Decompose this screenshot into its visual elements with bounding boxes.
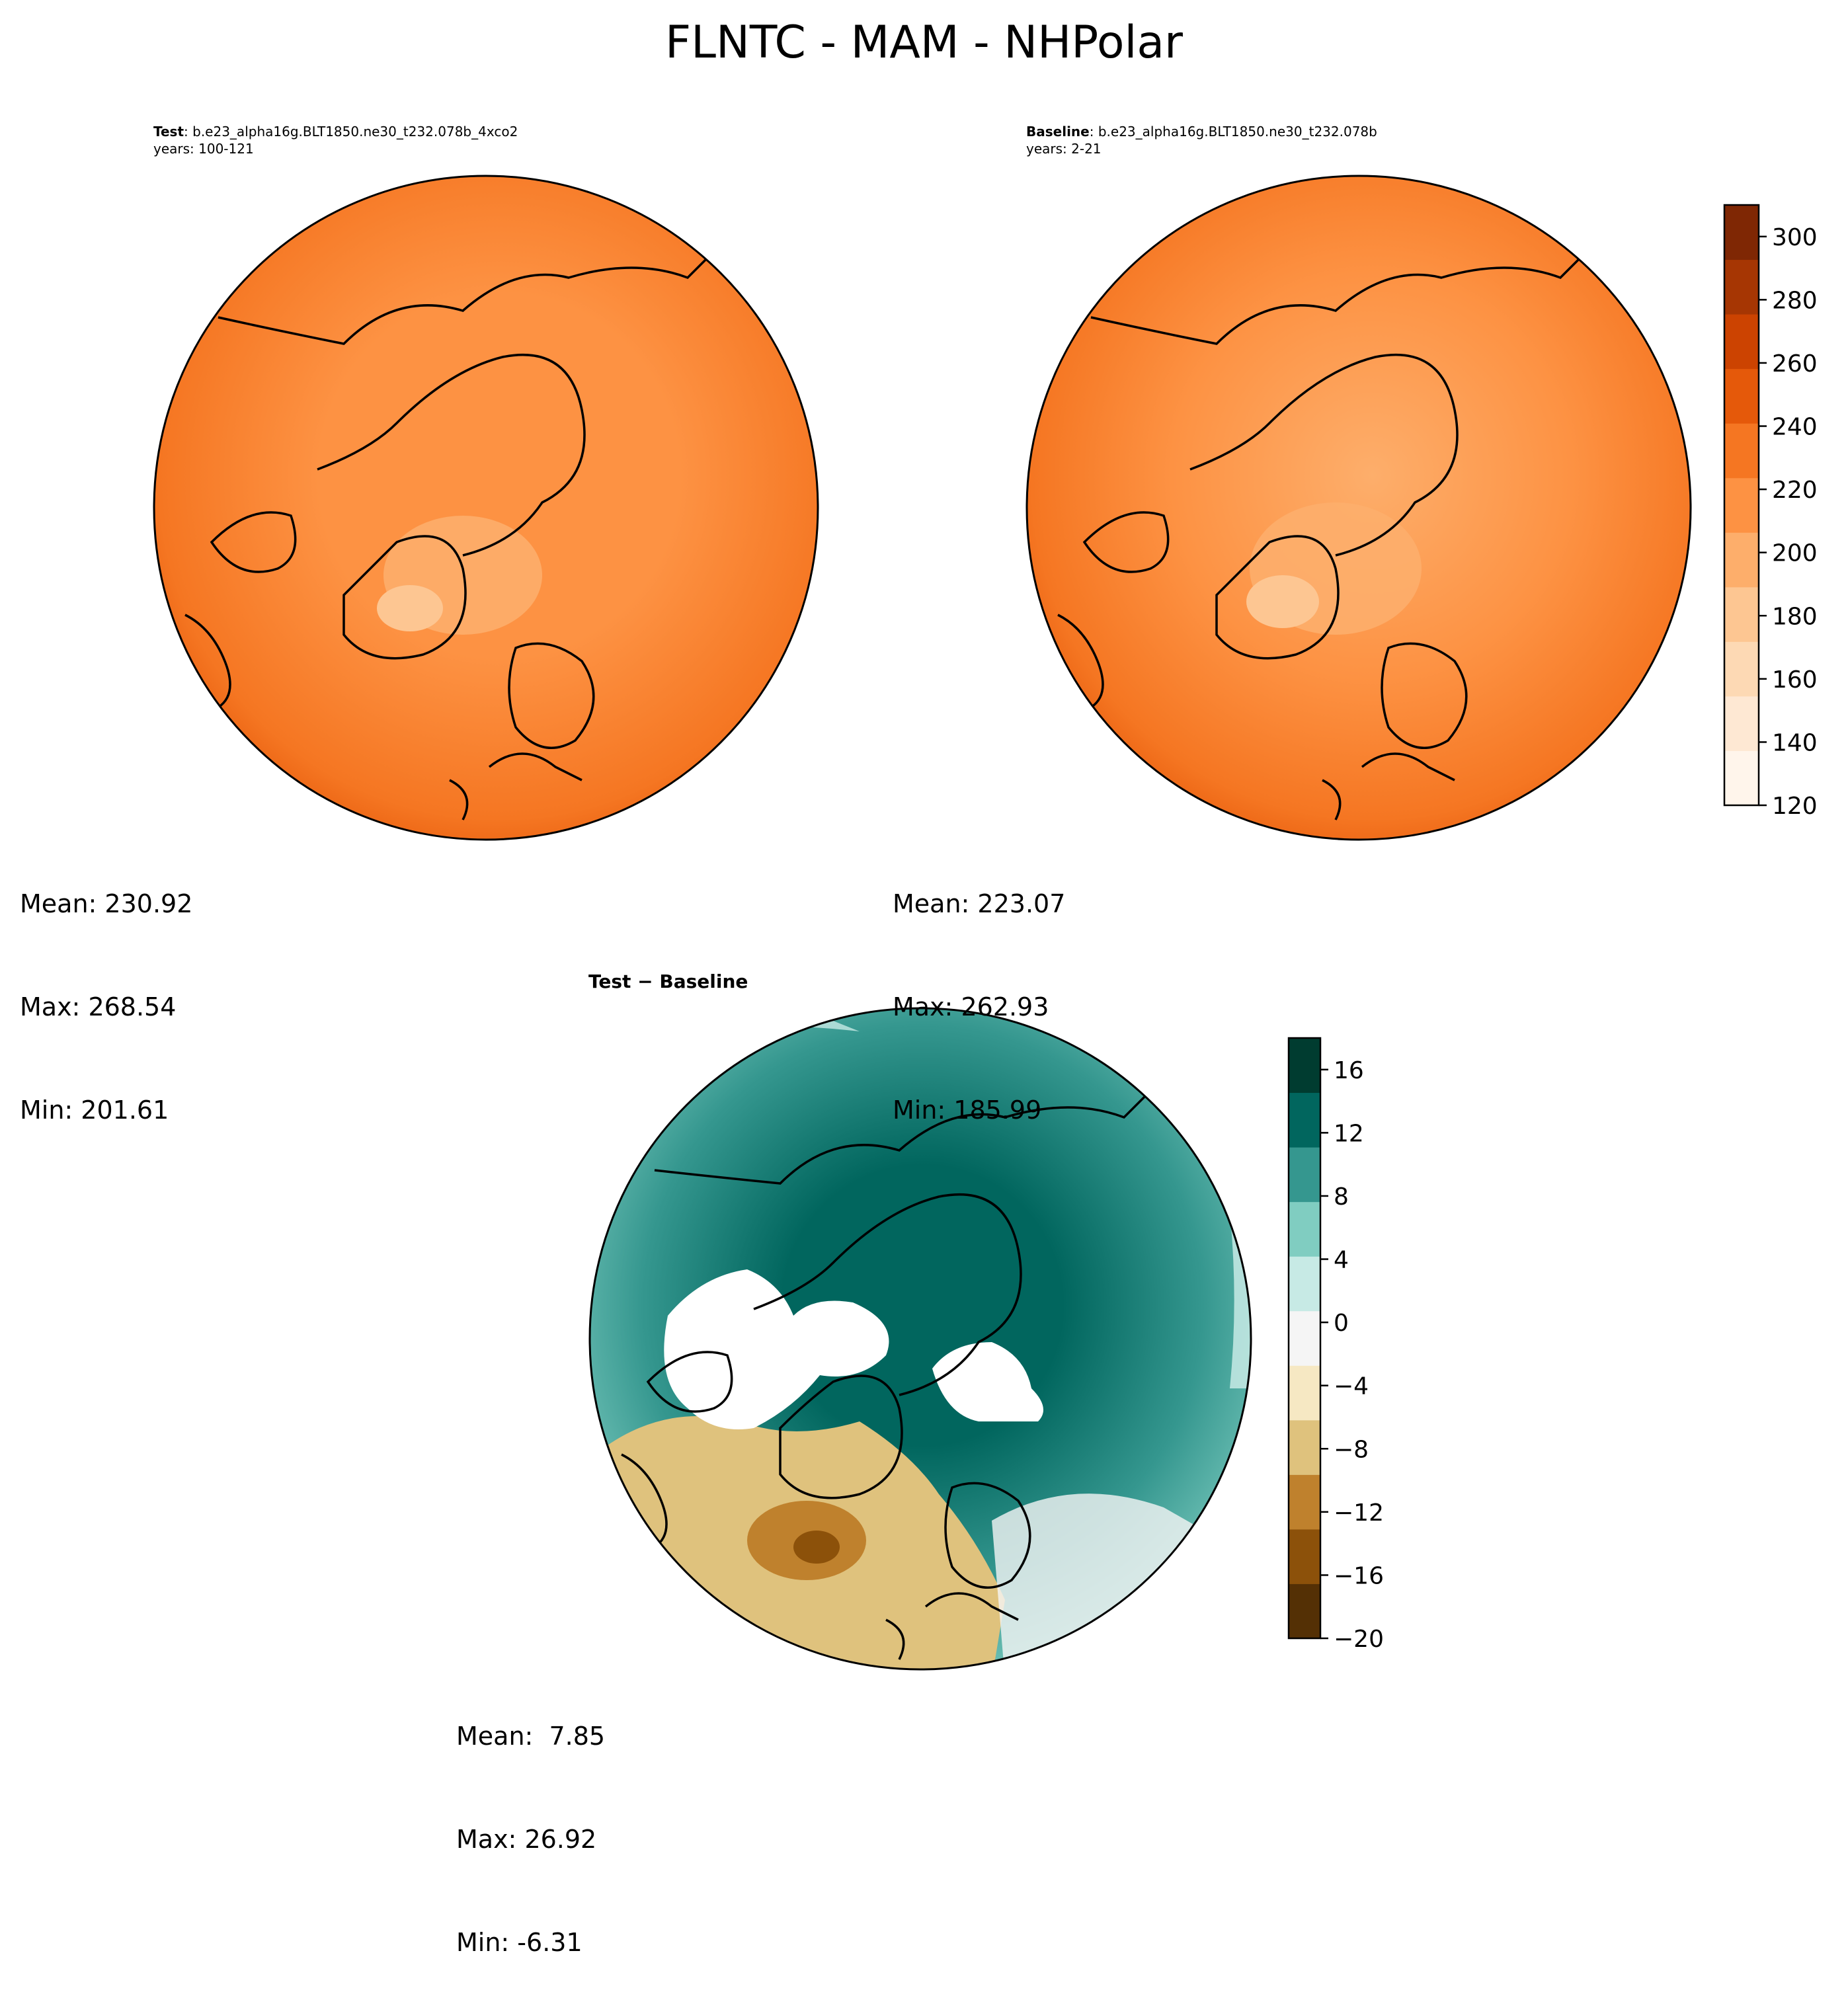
- test-greenland-min: [377, 585, 443, 631]
- diff-colorbar-tick-label: 4: [1334, 1247, 1349, 1274]
- baseline-case-name: b.e23_alpha16g.BLT1850.ne30_t232.078b: [1098, 124, 1377, 140]
- main-colorbar-tick-label: 180: [1772, 603, 1818, 630]
- baseline-label: Baseline: [1026, 124, 1090, 140]
- test-case-name: b.e23_alpha16g.BLT1850.ne30_t232.078b_4x…: [192, 124, 518, 140]
- diff-colorbar-tick-label: −20: [1334, 1626, 1384, 1653]
- main-colorbar-segment: [1724, 696, 1759, 751]
- diff-colorbar-segment: [1289, 1092, 1320, 1148]
- test-mean: Mean: 230.92: [20, 889, 193, 918]
- main-colorbar-frame: [1723, 204, 1760, 807]
- diff-max: Max: 26.92: [456, 1825, 597, 1854]
- diff-negative-min: [793, 1531, 840, 1564]
- diff-stats: Mean: 7.85 Max: 26.92 Min: -6.31: [456, 1650, 605, 1994]
- test-max: Max: 268.54: [20, 992, 177, 1021]
- diff-colorbar-segment: [1289, 1147, 1320, 1203]
- main-colorbar-segment: [1724, 641, 1759, 697]
- baseline-greenland-min: [1246, 575, 1319, 628]
- diff-colorbar-segment: [1289, 1038, 1320, 1094]
- test-panel-header: Test: b.e23_alpha16g.BLT1850.ne30_t232.0…: [153, 124, 518, 157]
- test-label: Test: [153, 124, 184, 140]
- diff-colorbar-tick-label: −12: [1334, 1499, 1384, 1527]
- baseline-years: years: 2-21: [1026, 141, 1102, 157]
- diff-colorbar-tick-label: 0: [1334, 1310, 1349, 1337]
- figure-title: FLNTC - MAM - NHPolar: [665, 17, 1183, 69]
- main-colorbar: 120 140 160 180 200 220 240 260 280 300: [1723, 204, 1818, 820]
- diff-colorbar-segment: [1289, 1310, 1320, 1366]
- diff-colorbar-segment: [1289, 1256, 1320, 1312]
- test-coastlines: [184, 250, 715, 820]
- diff-missing-data-canada: [664, 1269, 889, 1429]
- baseline-panel-header: Baseline: b.e23_alpha16g.BLT1850.ne30_t2…: [1026, 124, 1377, 157]
- diff-coastlines: [621, 1090, 1152, 1660]
- diff-neutral-region: [992, 1494, 1251, 1669]
- baseline-max: Max: 262.93: [893, 992, 1049, 1021]
- diff-colorbar-frame: [1287, 1037, 1322, 1640]
- main-colorbar-segment: [1724, 750, 1759, 806]
- baseline-min: Min: 185.99: [893, 1096, 1042, 1125]
- main-colorbar-tick-label: 220: [1772, 477, 1818, 504]
- main-colorbar-tick-label: 260: [1772, 350, 1818, 378]
- diff-colorbar-tick-label: −4: [1334, 1373, 1369, 1400]
- main-colorbar-tick-label: 120: [1772, 793, 1818, 820]
- test-stats: Mean: 230.92 Max: 268.54 Min: 201.61: [20, 818, 192, 1162]
- main-colorbar-segment: [1724, 477, 1759, 533]
- baseline-polar-map: [1025, 175, 1692, 841]
- diff-colorbar-segment: [1289, 1583, 1320, 1639]
- diff-colorbar-tick-label: 16: [1334, 1057, 1364, 1084]
- diff-mean: Mean: 7.85: [456, 1722, 606, 1751]
- main-colorbar-segment: [1724, 205, 1759, 260]
- main-colorbar-tick-label: 200: [1772, 540, 1818, 567]
- diff-colorbar-tick-label: −8: [1334, 1436, 1369, 1463]
- diff-map-border: [588, 1007, 1252, 1671]
- baseline-map-border: [1025, 175, 1692, 841]
- diff-colorbar: −20 −16 −12 −8 −4 0 4 8 12 16: [1287, 1037, 1384, 1653]
- main-colorbar-tick-label: 160: [1772, 666, 1818, 694]
- diff-colorbar-segment: [1289, 1474, 1320, 1530]
- main-colorbar-segment: [1724, 586, 1759, 642]
- baseline-coastlines: [1057, 250, 1588, 820]
- test-min: Min: 201.61: [20, 1096, 169, 1125]
- baseline-stats: Mean: 223.07 Max: 262.93 Min: 185.99: [893, 818, 1065, 1162]
- main-colorbar-tick-label: 280: [1772, 287, 1818, 314]
- diff-colorbar-segment: [1289, 1529, 1320, 1584]
- diff-missing-data-siberia: [932, 1342, 1043, 1421]
- diff-colorbar-segment: [1289, 1365, 1320, 1421]
- test-map-border: [153, 175, 819, 841]
- diff-colorbar-segment: [1289, 1201, 1320, 1257]
- diff-colorbar-tick-label: 12: [1334, 1120, 1364, 1147]
- main-colorbar-segment: [1724, 368, 1759, 424]
- diff-min: Min: -6.31: [456, 1928, 583, 1957]
- diff-colorbar-segment: [1289, 1419, 1320, 1475]
- diff-colorbar-tick-label: −16: [1334, 1562, 1384, 1589]
- test-polar-map: [153, 175, 819, 841]
- diff-panel-title: Test − Baseline: [588, 971, 748, 992]
- main-colorbar-segment: [1724, 259, 1759, 315]
- main-colorbar-tick-label: 140: [1772, 729, 1818, 756]
- main-colorbar-segment: [1724, 423, 1759, 479]
- main-colorbar-segment: [1724, 532, 1759, 588]
- baseline-mean: Mean: 223.07: [893, 889, 1066, 918]
- main-colorbar-tick-label: 240: [1772, 414, 1818, 441]
- main-colorbar-segment: [1724, 314, 1759, 370]
- test-field: [154, 176, 818, 840]
- test-years: years: 100-121: [153, 141, 254, 157]
- diff-colorbar-tick-label: 8: [1334, 1183, 1349, 1211]
- main-colorbar-tick-label: 300: [1772, 224, 1818, 251]
